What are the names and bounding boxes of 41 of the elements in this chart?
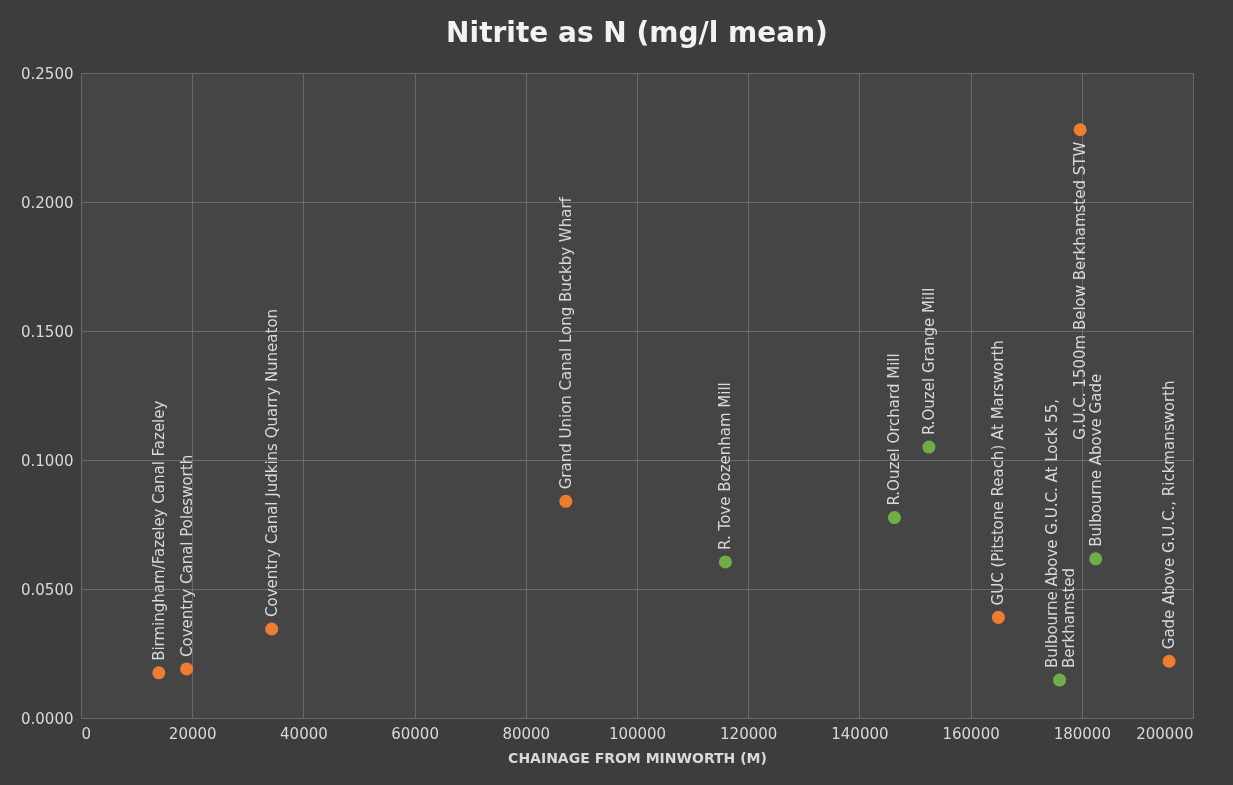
annotation: Gade Above G.U.C., Rickmansworth: [1160, 380, 1179, 650]
x-tick-label: 160000: [942, 724, 1000, 743]
annotation: R.Ouzel Orchard Mill: [885, 353, 904, 506]
annotation: GUC (Pitstone Reach) At Marsworth: [989, 340, 1008, 606]
annotation: Coventry Canal Judkins Quarry Nuneaton: [262, 308, 281, 617]
point: [559, 494, 573, 508]
point: [991, 610, 1005, 624]
annotation: Coventry Canal Polesworth: [177, 454, 196, 657]
annotation: Birmingham/Fazeley Canal Fazeley: [149, 400, 168, 661]
point: [718, 555, 732, 569]
point: [922, 440, 936, 454]
x-tick-label: 40000: [280, 724, 328, 743]
x-tick-label: 60000: [391, 724, 439, 743]
annotation: R. Tove Bozenham Mill: [716, 382, 735, 550]
y-tick-label: 0.0500: [21, 580, 74, 599]
point: [1089, 552, 1103, 566]
x-tick-label: 100000: [608, 724, 667, 743]
point: [152, 666, 166, 680]
y-tick-label: 0.1500: [21, 322, 74, 341]
x-tick-label: 20000: [168, 724, 217, 743]
x-tick-label: 200000: [1136, 724, 1194, 743]
point: [887, 511, 901, 525]
y-tick-label: 0.0000: [21, 709, 74, 728]
point: [1053, 673, 1067, 687]
annotation: R.Ouzel Grange Mill: [919, 287, 938, 436]
y-tick-label: 0.2000: [21, 193, 74, 212]
annotation: Grand Union Canal Long Buckby Wharf: [556, 196, 575, 490]
point: [1073, 123, 1087, 137]
x-tick-label: 180000: [1053, 724, 1111, 743]
y-tick-label: 0.2500: [21, 64, 74, 83]
point: [1162, 654, 1176, 668]
x-tick-label: 120000: [720, 724, 778, 743]
x-tick-label: 80000: [502, 724, 551, 743]
annotation: Bulbourne Above Gade: [1086, 373, 1105, 547]
x-axis-title: CHAINAGE FROM MINWORTH (M): [508, 749, 767, 766]
y-tick-label: 0.1000: [21, 451, 74, 470]
x-tick-label: 0: [81, 724, 92, 743]
chart-title: Nitrite as N (mg/l mean): [446, 16, 828, 49]
point: [265, 622, 279, 636]
x-tick-label: 140000: [831, 724, 889, 743]
point: [180, 662, 194, 676]
